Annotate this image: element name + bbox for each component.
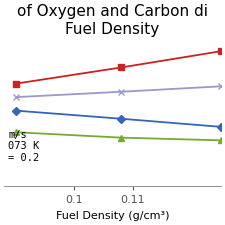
series2 [15, 96, 17, 99]
Line: series2: series2 [12, 83, 224, 101]
Text: m/s
073 K
= 0.2: m/s 073 K = 0.2 [9, 130, 40, 163]
series1 [15, 82, 17, 85]
Line: series3: series3 [13, 108, 224, 130]
series1 [219, 50, 222, 53]
series3 [120, 117, 123, 120]
series4 [120, 136, 123, 139]
series3 [15, 109, 17, 112]
Line: series4: series4 [12, 129, 224, 144]
series2 [219, 85, 222, 88]
series3 [219, 126, 222, 128]
series1 [120, 66, 123, 69]
series2 [120, 90, 123, 93]
Title: of Oxygen and Carbon di
Fuel Density: of Oxygen and Carbon di Fuel Density [17, 4, 208, 37]
X-axis label: Fuel Density (g/cm³): Fuel Density (g/cm³) [56, 211, 169, 221]
series4 [219, 139, 222, 142]
series4 [15, 131, 17, 134]
Line: series1: series1 [12, 48, 224, 87]
